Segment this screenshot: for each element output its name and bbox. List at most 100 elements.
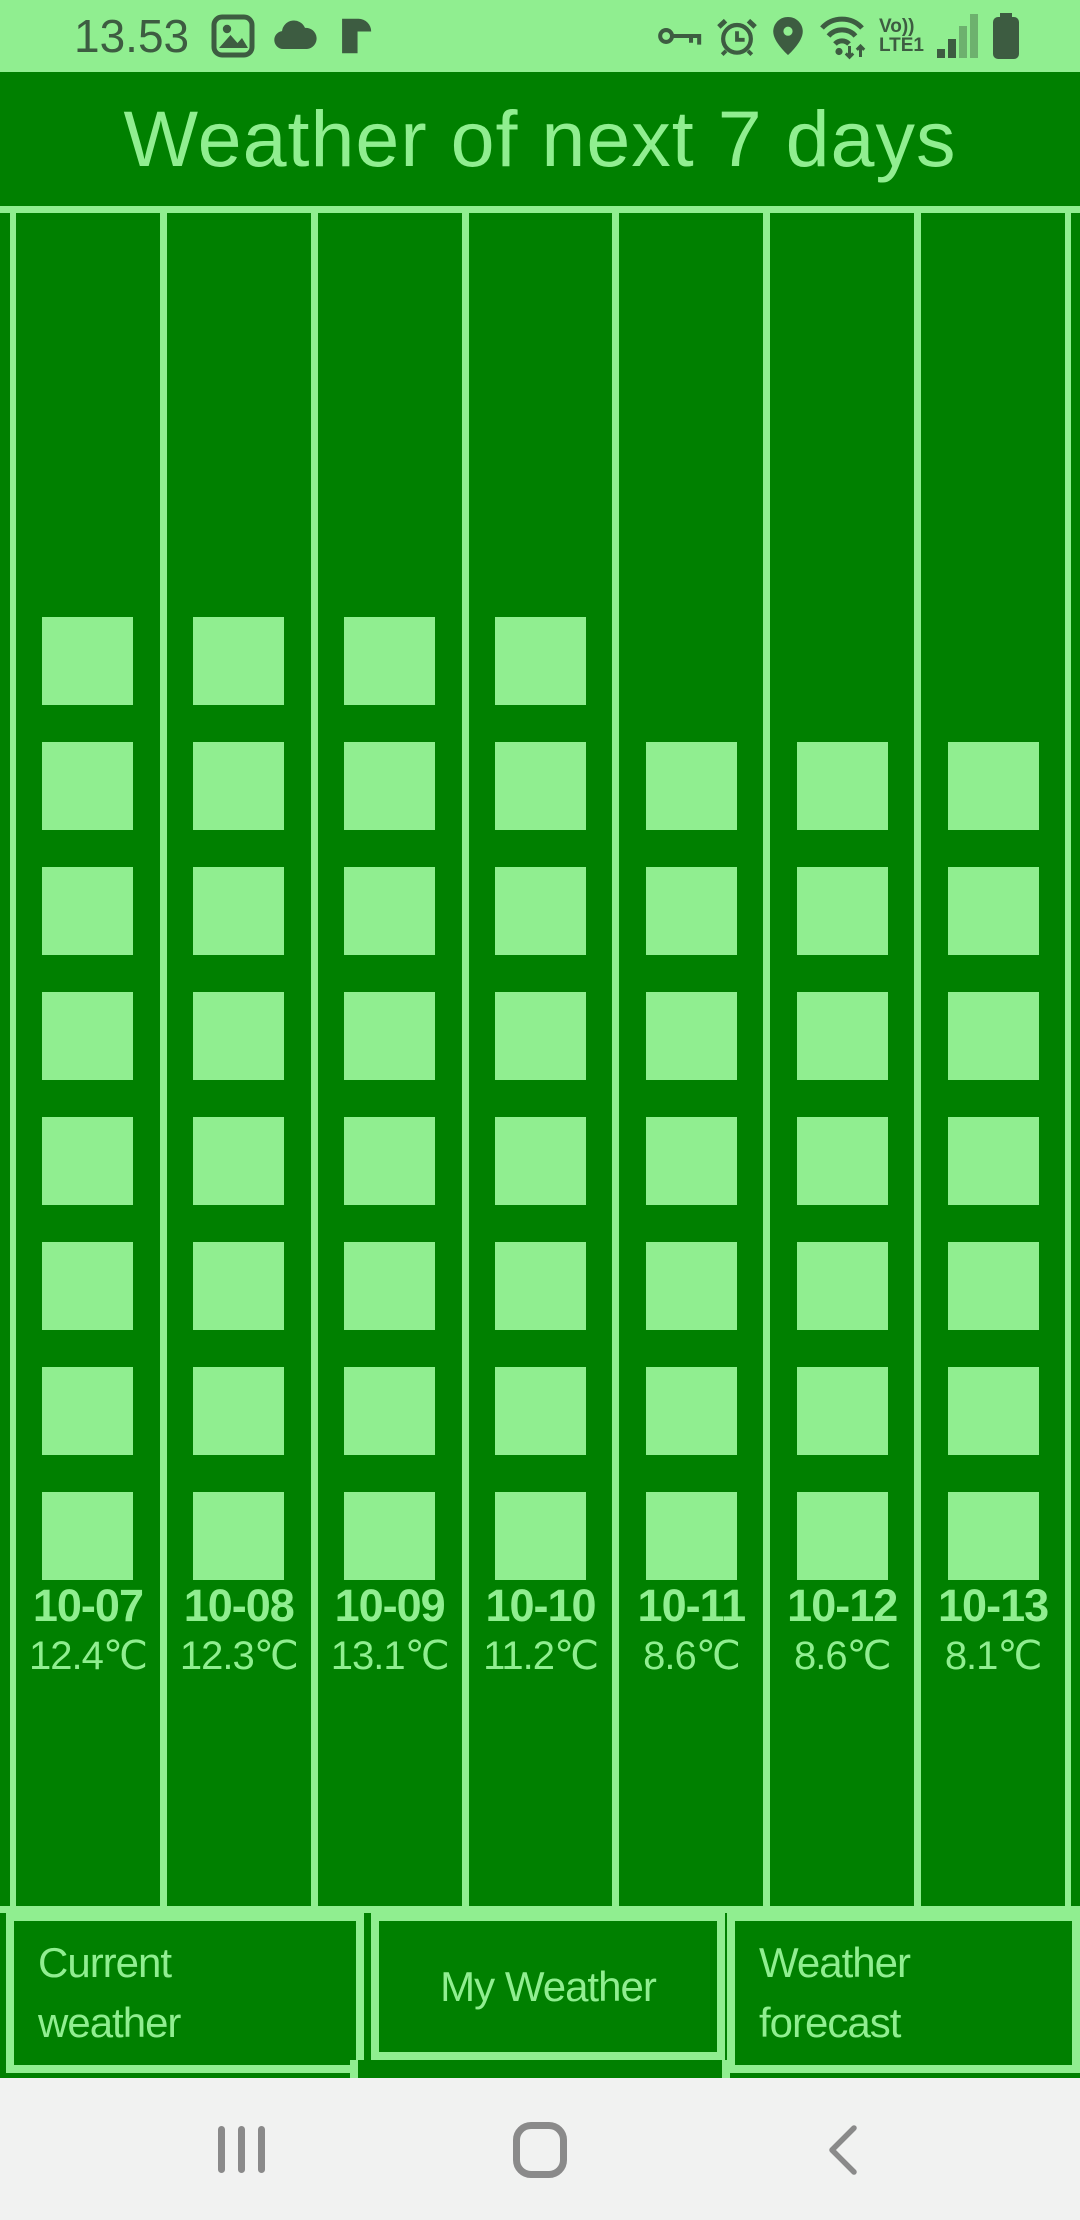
location-icon: [771, 16, 805, 56]
temperature-label: 8.6℃: [643, 1634, 741, 1678]
temp-unit-square: [947, 1492, 1039, 1580]
forecast-column: 10-08 12.3℃: [166, 213, 311, 1906]
temp-unit-square: [947, 1242, 1039, 1330]
volte-badge: Vo)) LTE1: [879, 17, 924, 55]
temp-unit-square: [344, 1367, 436, 1455]
back-icon[interactable]: [824, 2124, 858, 2181]
temp-unit-square: [42, 1492, 134, 1580]
temp-unit-square: [193, 742, 285, 830]
temperature-bar: [921, 213, 1065, 1580]
temp-unit-square: [947, 1367, 1039, 1455]
temp-unit-square: [645, 1242, 737, 1330]
temp-unit-square: [796, 1242, 888, 1330]
temp-unit-square: [796, 742, 888, 830]
forecast-chart: 10-07 12.4℃ 10-08 12.3℃ 10-09 13.1℃ 10-10 11.2℃…: [0, 206, 1080, 1913]
home-icon[interactable]: [513, 2122, 567, 2178]
temp-unit-square: [495, 742, 586, 830]
forecast-column: 10-11 8.6℃: [619, 213, 764, 1906]
temp-unit-square: [796, 1492, 888, 1580]
temp-unit-square: [645, 1117, 737, 1205]
forecast-column: 10-07 12.4℃: [16, 213, 160, 1906]
temp-unit-square: [645, 992, 737, 1080]
temp-unit-square: [645, 1367, 737, 1455]
temp-unit-square: [495, 617, 586, 705]
temp-unit-square: [947, 742, 1039, 830]
temp-unit-square: [495, 992, 586, 1080]
temp-unit-square: [796, 1117, 888, 1205]
temperature-label: 8.1℃: [944, 1634, 1043, 1678]
temp-unit-square: [193, 617, 285, 705]
forecast-column: 10-10 11.2℃: [468, 213, 613, 1906]
forecast-column: 10-13 8.1℃: [921, 213, 1066, 1906]
temp-unit-square: [796, 867, 888, 955]
temp-unit-square: [947, 867, 1039, 955]
temp-unit-square: [495, 867, 586, 955]
temp-unit-square: [42, 1242, 134, 1330]
temp-unit-square: [42, 742, 134, 830]
temp-unit-square: [344, 617, 436, 705]
temp-unit-square: [193, 1367, 285, 1455]
temp-unit-square: [796, 992, 888, 1080]
temp-unit-square: [495, 1492, 586, 1580]
date-label: 10-09: [334, 1580, 446, 1631]
temp-unit-square: [495, 1367, 586, 1455]
temp-unit-square: [645, 742, 737, 830]
temp-unit-square: [344, 1117, 436, 1205]
forecast-column: 10-12 8.6℃: [770, 213, 915, 1906]
battery-icon: [992, 13, 1020, 59]
forecast-column: 10-09 13.1℃: [317, 213, 462, 1906]
temperature-label: 11.2℃: [483, 1634, 599, 1678]
temperature-bar: [770, 213, 914, 1580]
temp-unit-square: [495, 1117, 586, 1205]
temperature-label: 13.1℃: [330, 1634, 450, 1678]
cloud-icon: [271, 20, 317, 52]
temp-unit-square: [193, 1242, 285, 1330]
temp-unit-square: [42, 1117, 134, 1205]
date-label: 10-08: [183, 1580, 295, 1631]
wifi-arrows-icon: [818, 11, 866, 61]
temperature-label: 12.4℃: [29, 1634, 148, 1678]
date-label: 10-13: [938, 1580, 1049, 1631]
temp-unit-square: [645, 1492, 737, 1580]
temp-unit-square: [344, 992, 436, 1080]
date-label: 10-11: [637, 1580, 747, 1631]
temp-unit-square: [796, 1367, 888, 1455]
temp-unit-square: [344, 867, 436, 955]
system-nav-bar: [0, 2078, 1080, 2220]
alarm-icon: [716, 15, 758, 57]
temp-unit-square: [42, 992, 134, 1080]
temperature-bar: [318, 213, 462, 1580]
bottom-tab-bar: Current weather My Weather Weather forec…: [0, 1913, 1080, 2078]
temperature-bar: [469, 213, 613, 1580]
tab-current-weather[interactable]: Current weather: [6, 1913, 364, 2073]
temp-unit-square: [193, 992, 285, 1080]
temp-unit-square: [645, 867, 737, 955]
forecast-columns: 10-07 12.4℃ 10-08 12.3℃ 10-09 13.1℃ 10-10 11.2℃…: [10, 213, 1071, 1906]
temp-unit-square: [193, 1492, 285, 1580]
temp-unit-square: [344, 1242, 436, 1330]
volte-top-label: Vo)): [878, 16, 915, 37]
temp-unit-square: [42, 1367, 134, 1455]
tab-my-weather[interactable]: My Weather: [371, 1913, 725, 2060]
clock-time: 13.53: [74, 10, 190, 62]
flipboard-icon: [333, 16, 373, 56]
date-label: 10-07: [32, 1580, 144, 1631]
vpn-key-icon: [657, 23, 703, 49]
temp-unit-square: [947, 1117, 1039, 1205]
signal-strength-icon: [937, 13, 979, 59]
recents-icon[interactable]: [218, 2126, 265, 2173]
temperature-label: 12.3℃: [179, 1634, 299, 1678]
temp-unit-square: [42, 617, 134, 705]
tab-weather-forecast[interactable]: Weather forecast: [727, 1913, 1080, 2073]
page-title: Weather of next 7 days: [123, 94, 957, 183]
gallery-icon: [211, 14, 255, 58]
status-right-icons: Vo)) LTE1: [657, 11, 1020, 61]
temperature-bar: [16, 213, 160, 1580]
temp-unit-square: [495, 1242, 586, 1330]
temp-unit-square: [42, 867, 134, 955]
temp-unit-square: [193, 867, 285, 955]
temp-unit-square: [344, 742, 436, 830]
app-title-bar: Weather of next 7 days: [0, 72, 1080, 206]
status-bar: 13.53: [0, 0, 1080, 72]
temp-unit-square: [344, 1492, 436, 1580]
